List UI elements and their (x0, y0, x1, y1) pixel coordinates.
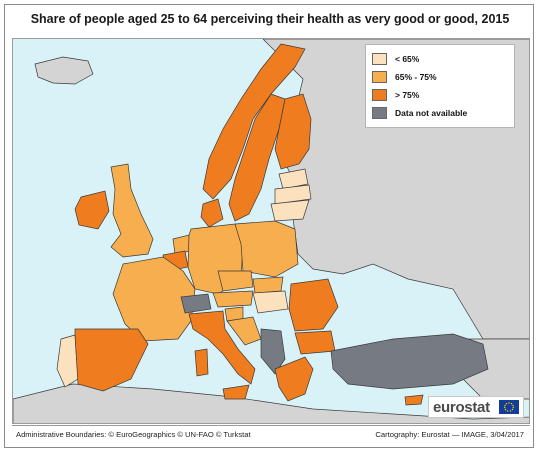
region-portugal (56, 334, 79, 388)
logo-text: eurostat (433, 398, 490, 416)
legend-label-na: Data not available (395, 108, 468, 118)
legend-label-mid: 65% - 75% (395, 72, 437, 82)
region-slovakia (252, 276, 284, 294)
region-italy (188, 310, 256, 385)
region-united-kingdom (110, 163, 154, 258)
footer-boundaries-credit: Administrative Boundaries: © EuroGeograp… (16, 430, 251, 439)
legend: < 65% 65% - 75% > 75% Data not available (365, 44, 515, 128)
footer: Administrative Boundaries: © EuroGeograp… (12, 425, 530, 444)
region-switzerland (180, 293, 212, 314)
region-norway (202, 43, 306, 200)
region-lithuania (270, 199, 310, 222)
region-spain (74, 328, 149, 392)
region-denmark (200, 198, 224, 228)
eu-flag-icon (499, 400, 519, 414)
region-iceland (34, 56, 94, 85)
region-latvia (274, 184, 312, 205)
region-bulgaria (294, 330, 336, 355)
region-finland (274, 93, 312, 170)
region-ireland (74, 190, 110, 230)
region-czechia (217, 270, 254, 292)
region-austria (212, 290, 254, 308)
region-estonia (278, 168, 309, 190)
region-cyprus (404, 394, 424, 406)
legend-item-high: > 75% (372, 87, 508, 103)
region-turkey (330, 333, 489, 390)
legend-swatch-high (372, 89, 387, 101)
region-north-africa (13, 383, 529, 423)
region-greece (274, 356, 314, 402)
region-western-balkans (260, 328, 286, 375)
legend-label-low: < 65% (395, 54, 420, 64)
legend-label-high: > 75% (395, 90, 420, 100)
legend-item-na: Data not available (372, 105, 508, 121)
eurostat-logo: eurostat (428, 396, 524, 418)
map-title: Share of people aged 25 to 64 perceiving… (30, 12, 510, 26)
region-sardinia (194, 348, 209, 377)
region-france (112, 256, 196, 342)
region-hungary (252, 290, 289, 314)
legend-item-low: < 65% (372, 51, 508, 67)
legend-item-mid: 65% - 75% (372, 69, 508, 85)
legend-swatch-low (372, 53, 387, 65)
legend-swatch-na (372, 107, 387, 119)
region-poland (234, 220, 299, 278)
region-romania (288, 278, 339, 332)
region-sicily (222, 384, 250, 400)
footer-cartography-credit: Cartography: Eurostat — IMAGE, 3/04/2017 (375, 430, 524, 439)
legend-swatch-mid (372, 71, 387, 83)
